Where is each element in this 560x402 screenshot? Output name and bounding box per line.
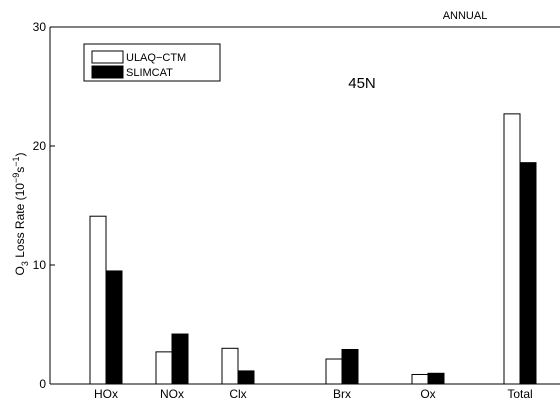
y-axis-label: O3 Loss Rate (10−9s−1) [11,153,30,276]
x-tick-label: Brx [333,387,351,401]
bar-slimcat-ox [427,372,445,385]
bar-ulaq-hox [89,215,107,385]
legend-label-slimcat: SLIMCAT [126,67,173,79]
bar-slimcat-brx [341,348,359,385]
x-tick-label: Total [507,387,532,401]
bar-ulaq-brx [325,358,343,385]
y-tick-label: 20 [33,139,47,153]
legend-swatch-ulaq [91,50,124,64]
region-annotation: 45N [348,75,376,92]
axes [49,26,560,385]
y-tick-label: 10 [33,258,47,272]
x-tick-label: Ox [420,387,435,401]
bar-ulaq-nox [155,351,173,385]
bar-slimcat-total [519,162,537,385]
bar-slimcat-nox [171,333,189,385]
y-tick-label: 30 [33,20,47,34]
x-ticks: HOx NOx Clx Brx Ox Total [94,387,533,401]
chart-title: ANNUAL [443,10,488,22]
x-tick-label: Clx [229,387,246,401]
bar-slimcat-hox [105,270,123,385]
bars [89,113,537,385]
legend: ULAQ−CTM SLIMCAT [83,43,221,82]
bar-slimcat-clx [237,370,255,385]
x-tick-label: NOx [160,387,184,401]
bar-ulaq-clx [221,347,239,385]
bar-ulaq-total [503,113,521,385]
bar-ulaq-ox [411,373,429,385]
y-tick-label: 0 [39,377,46,391]
x-tick-label: HOx [94,387,118,401]
legend-swatch-slimcat [91,65,124,79]
y-ticks: 0 10 20 30 [33,20,55,391]
legend-label-ulaq: ULAQ−CTM [126,52,186,64]
